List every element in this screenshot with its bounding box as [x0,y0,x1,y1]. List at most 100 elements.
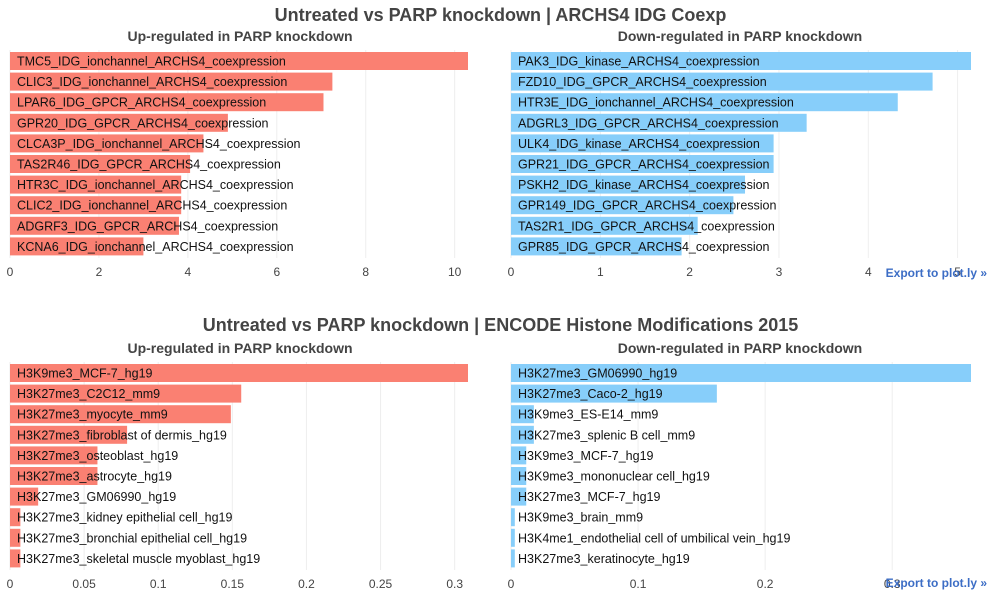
bar[interactable] [511,364,971,382]
bar[interactable] [10,384,242,403]
bar[interactable] [511,528,515,547]
export-to-plotly-link[interactable]: Export to plot.ly » [885,266,987,280]
tick-label: 0.05 [72,577,96,591]
bar-label: H3K27me3_keratinocyte_hg19 [518,552,690,566]
bar-chart: H3K9me3_MCF-7_hg19 H3K27me3_C2C12_mm9 H3K2… [7,362,468,591]
tick-label: 2 [686,265,693,279]
bar[interactable] [511,237,682,256]
bar[interactable] [511,72,933,91]
bar-label: H3K27me3_osteoblast_hg19 [17,449,178,463]
tick-label: 0.15 [221,577,245,591]
panel-title: Down-regulated in PARP knockdown [617,340,863,356]
bar[interactable] [511,155,774,173]
panel-title: Down-regulated in PARP knockdown [617,28,863,44]
bar[interactable] [511,549,515,568]
bar[interactable] [511,405,534,424]
bar[interactable] [10,113,228,132]
bar-label: H3K9me3_mononuclear cell_hg19 [518,470,710,484]
bar[interactable] [10,134,204,153]
bar[interactable] [511,508,515,527]
bar[interactable] [511,446,527,465]
bar-label: PAK3_IDG_kinase_ARCHS4_coexpression [518,55,760,69]
bar[interactable] [10,216,179,235]
bar[interactable] [10,549,21,568]
export-to-plotly-link[interactable]: Export to plot.ly » [885,576,987,590]
bar-label: GPR20_IDG_GPCR_ARCHS4_coexpression [17,116,269,130]
bar[interactable] [511,93,898,112]
bar-label: HTR3E_IDG_ionchannel_ARCHS4_coexpression [518,96,794,110]
bar[interactable] [10,175,182,194]
bar[interactable] [511,467,527,485]
figure-title: Untreated vs PARP knockdown | ENCODE His… [202,315,799,335]
bar-label: CLCA3P_IDG_ionchannel_ARCHS4_coexpressio… [17,137,301,151]
bar-label: ULK4_IDG_kinase_ARCHS4_coexpression [518,137,760,151]
bar[interactable] [511,425,534,444]
bar-label: CLIC3_IDG_ionchannel_ARCHS4_coexpression [17,75,287,89]
bar-label: GPR21_IDG_GPCR_ARCHS4_coexpression [518,158,770,172]
bar[interactable] [10,405,231,424]
bar[interactable] [10,72,333,91]
bar-label: H3K9me3_ES-E14_mm9 [518,408,658,422]
bar-label: H3K27me3_astrocyte_hg19 [17,470,172,484]
bar-label: GPR149_IDG_GPCR_ARCHS4_coexpression [518,199,776,213]
bar[interactable] [10,52,468,70]
bar-label: H3K4me1_endothelial cell of umbilical ve… [518,531,790,545]
bar[interactable] [10,467,98,485]
tick-label: 0 [508,577,515,591]
figure-title: Untreated vs PARP knockdown | ARCHS4 IDG… [274,5,727,25]
bar-label: TAS2R1_IDG_GPCR_ARCHS4_coexpression [518,219,775,233]
tick-label: 0.2 [757,577,774,591]
bar-label: GPR85_IDG_GPCR_ARCHS4_coexpression [518,240,770,254]
bar[interactable] [511,52,971,70]
bar-label: H3K27me3_myocyte_mm9 [17,408,168,422]
bar-label: HTR3C_IDG_ionchannel_ARCHS4_coexpression [17,178,294,192]
bar[interactable] [10,155,191,173]
bar[interactable] [511,134,774,153]
panel-title: Up-regulated in PARP knockdown [127,340,353,356]
tick-label: 1 [597,265,604,279]
bar-label: ADGRL3_IDG_GPCR_ARCHS4_coexpression [518,116,779,130]
bar[interactable] [10,487,39,506]
bar-label: H3K27me3_kidney epithelial cell_hg19 [17,511,232,525]
bar-chart: H3K27me3_GM06990_hg19 H3K27me3_Caco-2_hg1… [508,362,971,591]
panel-down-regulated: Down-regulated in PARP knockdown H3K27me… [500,340,980,591]
bar-label: H3K9me3_MCF-7_hg19 [17,367,153,381]
tick-label: 0.25 [369,577,393,591]
bar[interactable] [10,93,324,112]
tick-label: 0 [7,265,14,279]
tick-label: 0.1 [630,577,647,591]
bar-label: H3K27me3_fibroblast of dermis_hg19 [17,428,227,442]
tick-label: 4 [865,265,872,279]
tick-label: 0.3 [884,577,901,591]
tick-label: 0.3 [446,577,463,591]
tick-label: 5 [954,265,961,279]
tick-label: 0.1 [150,577,167,591]
bar[interactable] [511,216,698,235]
tick-label: 8 [362,265,369,279]
bar-label: H3K27me3_skeletal muscle myoblast_hg19 [17,552,260,566]
figure-archs4: Untreated vs PARP knockdown | ARCHS4 IDG… [0,0,1001,290]
bar[interactable] [511,384,717,403]
bar[interactable] [511,175,746,194]
tick-label: 4 [185,265,192,279]
bar[interactable] [511,487,527,506]
bar[interactable] [511,113,807,132]
bar-label: TMC5_IDG_ionchannel_ARCHS4_coexpression [17,55,286,69]
bar-label: H3K27me3_MCF-7_hg19 [518,490,660,504]
bar[interactable] [10,196,182,215]
bar-label: H3K27me3_GM06990_hg19 [17,490,176,504]
bar-label: ADGRF3_IDG_GPCR_ARCHS4_coexpression [17,219,278,233]
bar[interactable] [10,508,21,527]
bar[interactable] [10,446,98,465]
bar[interactable] [10,237,144,256]
tick-label: 0 [508,265,515,279]
bar[interactable] [10,364,468,382]
tick-label: 0 [7,577,14,591]
bar[interactable] [511,196,734,215]
bar-chart: TMC5_IDG_ionchannel_ARCHS4_coexpression C… [7,50,468,279]
bar-label: LPAR6_IDG_GPCR_ARCHS4_coexpression [17,96,266,110]
bar-label: H3K27me3_GM06990_hg19 [518,367,677,381]
bar-label: FZD10_IDG_GPCR_ARCHS4_coexpression [518,75,767,89]
bar[interactable] [10,425,128,444]
bar[interactable] [10,528,21,547]
